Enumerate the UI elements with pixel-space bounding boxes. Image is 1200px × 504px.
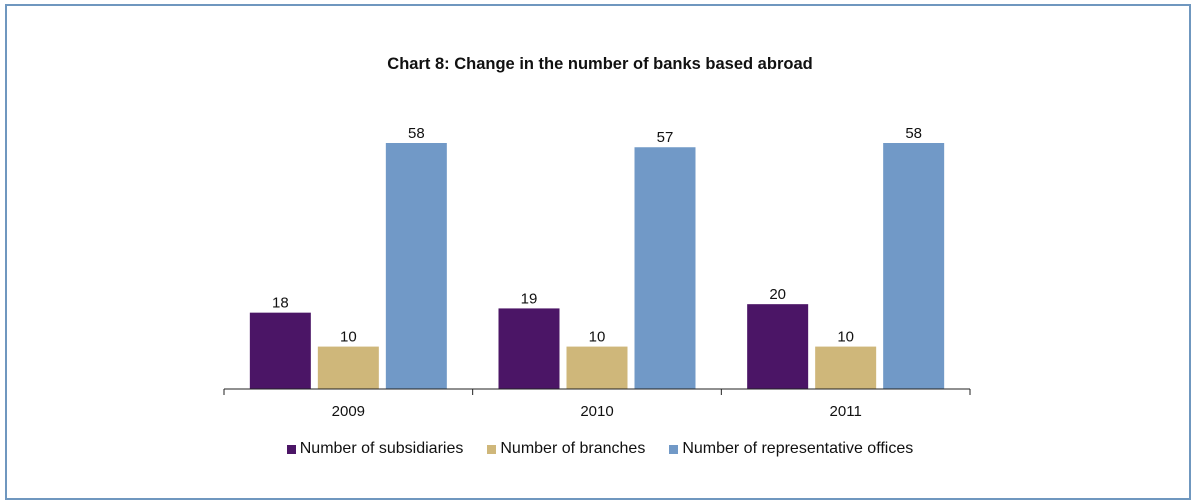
bar-2010-series-0 xyxy=(498,308,560,389)
chart-frame xyxy=(5,4,1191,500)
legend-swatch xyxy=(487,444,497,454)
bar-2010-series-2 xyxy=(634,147,696,389)
bar-2011-series-0 xyxy=(747,304,809,389)
data-label-2009-series-1: 10 xyxy=(340,329,357,346)
bar-2009-series-2 xyxy=(385,143,447,389)
data-label-2011-series-0: 20 xyxy=(769,286,786,303)
legend-label: Number of branches xyxy=(500,440,646,457)
bar-2011-series-1 xyxy=(815,346,877,389)
legend-item-0: Number of subsidiaries xyxy=(286,440,464,458)
data-label-2009-series-0: 18 xyxy=(272,295,289,312)
legend-item-2: Number of representative offices xyxy=(669,440,913,458)
data-label-2010-series-2: 57 xyxy=(657,129,674,146)
x-tick-label-2010: 2010 xyxy=(580,403,613,420)
legend-swatch xyxy=(286,444,296,454)
bar-2009-series-1 xyxy=(317,346,379,389)
bar-2011-series-2 xyxy=(883,143,945,389)
legend-swatch xyxy=(669,444,679,454)
legend-label: Number of subsidiaries xyxy=(299,440,464,457)
x-tick-label-2011: 2011 xyxy=(830,403,862,420)
legend-label: Number of representative offices xyxy=(682,440,914,457)
bar-2009-series-0 xyxy=(249,312,311,389)
data-label-2009-series-2: 58 xyxy=(408,125,425,142)
data-label-2010-series-1: 10 xyxy=(589,329,606,346)
data-label-2011-series-1: 10 xyxy=(837,329,854,346)
chart-title: Chart 8: Change in the number of banks b… xyxy=(387,55,813,73)
data-label-2010-series-0: 19 xyxy=(521,290,538,307)
x-tick-label-2009: 2009 xyxy=(332,403,365,420)
legend-item-1: Number of branches xyxy=(487,440,645,458)
data-label-2011-series-2: 58 xyxy=(905,125,922,142)
chart-legend: Number of subsidiaries Number of branches… xyxy=(0,440,1200,458)
bar-2010-series-1 xyxy=(566,346,628,389)
